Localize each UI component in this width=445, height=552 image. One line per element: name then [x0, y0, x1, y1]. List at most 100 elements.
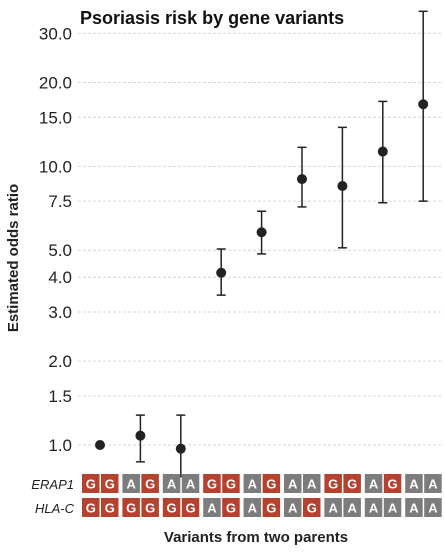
allele-tile — [181, 474, 200, 493]
allele-letter: G — [266, 477, 276, 492]
allele-tile — [101, 498, 119, 517]
allele-tile — [262, 498, 281, 517]
allele-letter: G — [145, 501, 155, 516]
allele-letter: G — [266, 501, 276, 516]
y-tick-label: 2.0 — [48, 352, 72, 371]
allele-tile — [82, 498, 100, 517]
allele-tile — [343, 498, 361, 517]
y-axis-label: Estimated odds ratio — [5, 184, 22, 332]
y-tick-label: 20.0 — [39, 73, 72, 92]
allele-tile — [162, 474, 181, 493]
allele-letter: A — [428, 501, 438, 516]
allele-tile — [243, 498, 262, 517]
allele-tile — [262, 474, 281, 493]
allele-tile — [343, 474, 361, 493]
variant-row-label: HLA-C — [35, 501, 75, 516]
x-axis-label: Variants from two parents — [164, 529, 348, 546]
allele-letter: A — [409, 501, 419, 516]
allele-letter: A — [248, 477, 258, 492]
allele-tile — [303, 474, 321, 493]
chart-title: Psoriasis risk by gene variants — [80, 8, 344, 28]
allele-letter: G — [307, 501, 317, 516]
allele-letter: G — [105, 501, 115, 516]
allele-letter: G — [126, 501, 136, 516]
y-tick-label: 3.0 — [48, 303, 72, 322]
allele-tile — [181, 498, 200, 517]
allele-letter: G — [207, 477, 217, 492]
allele-letter: G — [387, 477, 397, 492]
data-point — [256, 227, 267, 238]
data-point — [135, 430, 146, 441]
allele-letter: G — [347, 477, 357, 492]
allele-tile — [141, 474, 159, 493]
data-point — [337, 181, 348, 192]
allele-tile — [141, 498, 159, 517]
data-point — [175, 443, 186, 454]
allele-tile — [82, 474, 100, 493]
allele-letter: G — [145, 477, 155, 492]
allele-letter: A — [186, 477, 196, 492]
allele-letter: A — [388, 501, 398, 516]
allele-letter: G — [226, 477, 236, 492]
allele-letter: A — [126, 477, 136, 492]
allele-letter: A — [248, 501, 258, 516]
allele-tile — [222, 498, 240, 517]
allele-tile — [424, 474, 442, 493]
allele-tile — [222, 474, 240, 493]
allele-tile — [243, 474, 262, 493]
y-tick-label: 7.5 — [48, 192, 72, 211]
allele-letter: A — [328, 501, 338, 516]
y-tick-label: 30.0 — [39, 24, 72, 43]
allele-tile — [383, 474, 402, 493]
data-point — [95, 439, 105, 450]
data-point — [377, 146, 388, 157]
data-point — [418, 99, 429, 110]
allele-letter: A — [347, 501, 357, 516]
allele-letter: G — [185, 501, 195, 516]
data-point — [297, 174, 307, 185]
allele-tile — [364, 474, 383, 493]
allele-tile — [284, 498, 302, 517]
y-tick-label: 15.0 — [39, 108, 72, 127]
allele-tile — [203, 498, 221, 517]
allele-letter: G — [226, 501, 236, 516]
allele-letter: G — [86, 477, 96, 492]
y-tick-label: 10.0 — [39, 157, 72, 176]
y-tick-labels: 1.0 1.5 2.0 3.0 4.0 5.0 7.5 10.0 15.0 20.0 30.0 — [39, 24, 72, 455]
y-tick-label: 1.5 — [48, 387, 72, 406]
allele-tile — [122, 498, 140, 517]
variant-row-label: ERAP1 — [31, 477, 74, 492]
allele-letter: A — [207, 501, 217, 516]
allele-letter: A — [307, 477, 317, 492]
allele-letter: A — [409, 477, 419, 492]
allele-tile — [303, 498, 321, 517]
allele-letter: A — [288, 477, 298, 492]
allele-letter: G — [86, 501, 96, 516]
allele-letter: G — [166, 501, 176, 516]
allele-letter: A — [369, 501, 379, 516]
allele-letter: G — [328, 477, 338, 492]
allele-letter: G — [105, 477, 115, 492]
allele-tile — [324, 474, 342, 493]
data-point — [216, 267, 227, 278]
y-tick-label: 5.0 — [48, 241, 72, 260]
allele-tile — [405, 498, 423, 517]
allele-letter: A — [167, 477, 177, 492]
allele-tile — [284, 474, 302, 493]
allele-tile — [203, 474, 221, 493]
allele-tile — [364, 498, 383, 517]
allele-tile — [324, 498, 342, 517]
allele-tile — [122, 474, 140, 493]
data-points — [95, 10, 429, 478]
allele-letter: A — [288, 501, 298, 516]
y-tick-label: 4.0 — [48, 268, 72, 287]
allele-tile — [162, 498, 181, 517]
allele-letter: A — [428, 477, 438, 492]
grid-layer — [78, 32, 442, 446]
allele-tile — [405, 474, 423, 493]
allele-tile — [424, 498, 442, 517]
allele-tile — [383, 498, 402, 517]
y-tick-label: 1.0 — [48, 436, 72, 455]
